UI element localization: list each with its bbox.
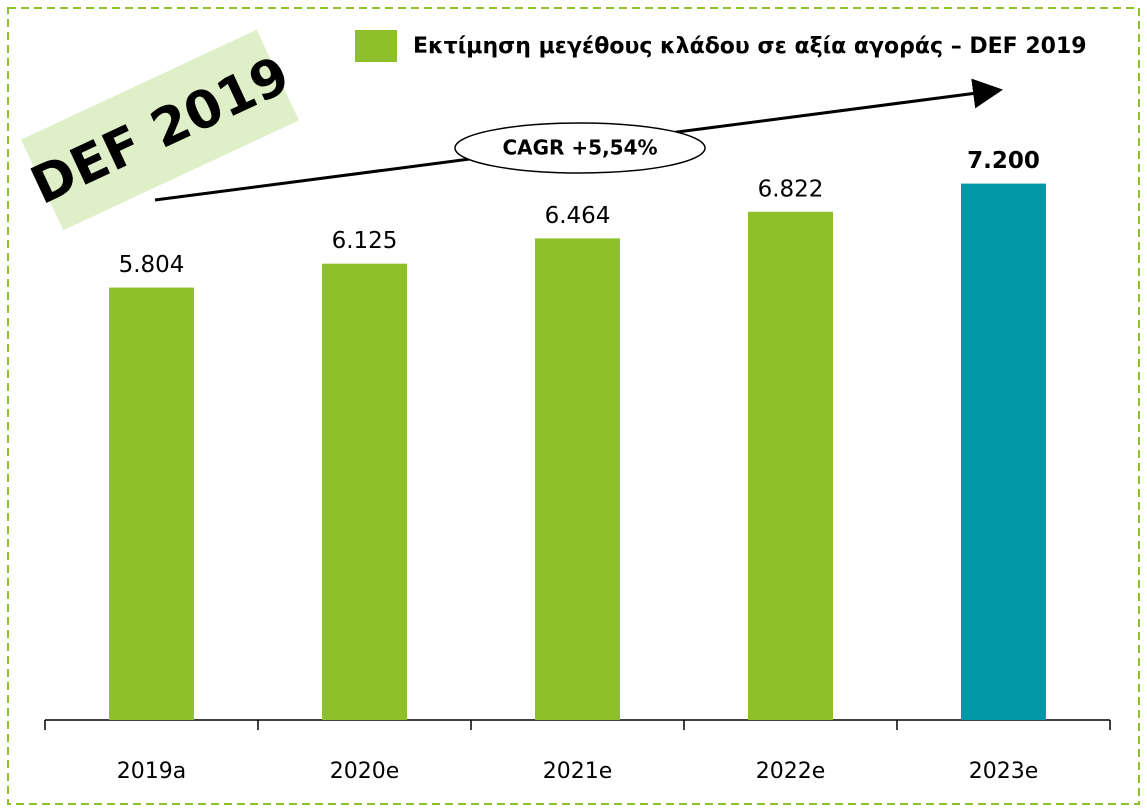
value-label: 6.464 [545,203,611,229]
x-tick-label: 2023e [969,759,1039,784]
x-tick-label: 2019a [117,759,186,784]
stamp: DEF 2019 [21,29,299,231]
value-label: 6.125 [332,228,398,254]
stamp-bg [21,29,299,231]
bar [961,183,1046,721]
x-tick-label: 2020e [330,759,400,784]
x-tick-label: 2022e [756,759,826,784]
annotation-ellipse [454,122,706,174]
annotation: CAGR +5,54% [502,136,657,160]
x-tick-label: 2021e [543,759,613,784]
bar [535,238,620,720]
bar [109,287,194,720]
legend-text: Εκτίμηση μεγέθους κλάδου σε αξία αγοράς … [413,34,1087,59]
value-label: 6.822 [758,176,824,202]
value-label: 5.804 [119,252,185,278]
bar [748,211,833,721]
frame [7,7,1140,805]
value-label: 7.200 [967,148,1040,174]
bar [322,263,407,720]
legend-swatch [355,30,397,62]
